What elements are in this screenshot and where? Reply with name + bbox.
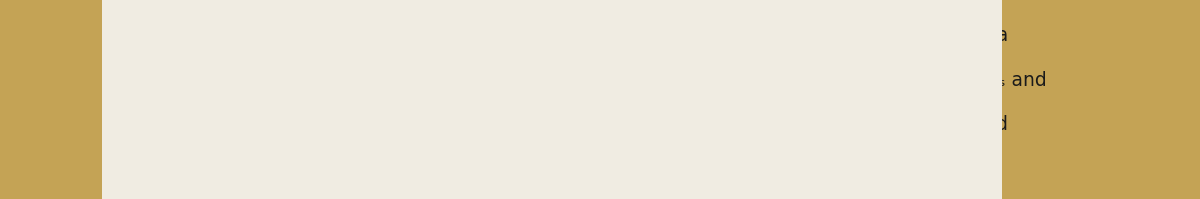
Text: Q6 : - compute the values of K₁ and L₀  using Thomas graphic method for a set of: Q6 : - compute the values of K₁ and L₀ u…	[138, 26, 1008, 45]
Text: after the  test the value of the sample is 10 mg/l and the sample is diluted 75 : after the test the value of the sample i…	[138, 160, 938, 179]
Text: BODᵤ  if you know that the dissolved oxygen value of the sample before  test is : BODᵤ if you know that the dissolved oxyg…	[138, 115, 1008, 134]
Text: that give the slope of the graph ( b ) = 0.02 and the intercept ( a ) = 0.53 and: that give the slope of the graph ( b ) =…	[138, 71, 1046, 90]
